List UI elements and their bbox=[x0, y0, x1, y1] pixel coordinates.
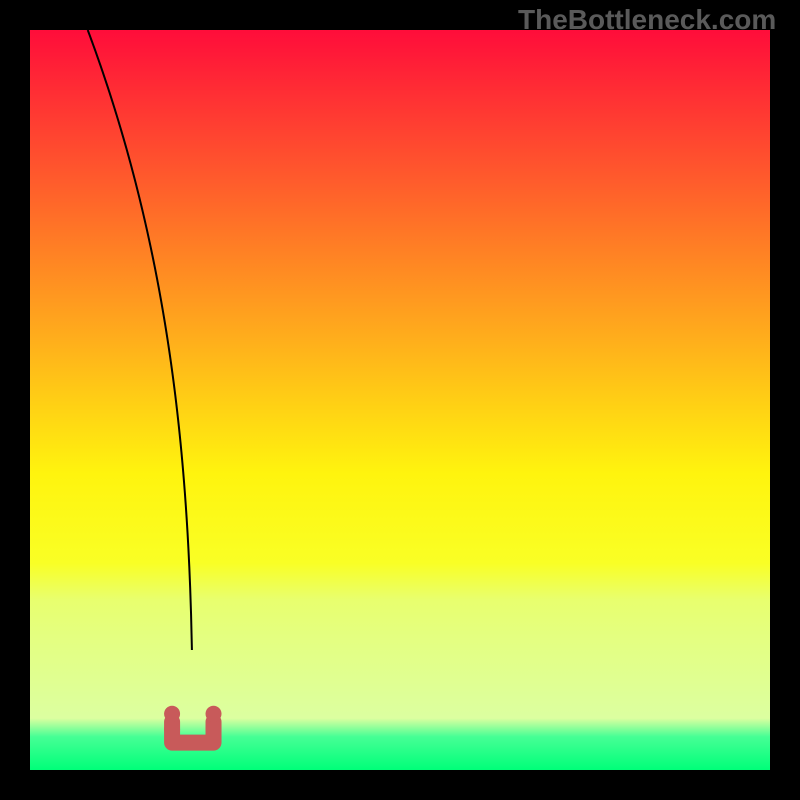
marker-dot bbox=[164, 706, 180, 722]
marker-dot bbox=[206, 706, 222, 722]
chart-container: TheBottleneck.com bbox=[0, 0, 800, 800]
marker-dot bbox=[164, 721, 180, 737]
marker-dot bbox=[206, 721, 222, 737]
gradient-background bbox=[30, 30, 770, 770]
plot-area bbox=[30, 30, 770, 770]
chart-svg bbox=[30, 30, 770, 770]
watermark: TheBottleneck.com bbox=[518, 4, 776, 36]
